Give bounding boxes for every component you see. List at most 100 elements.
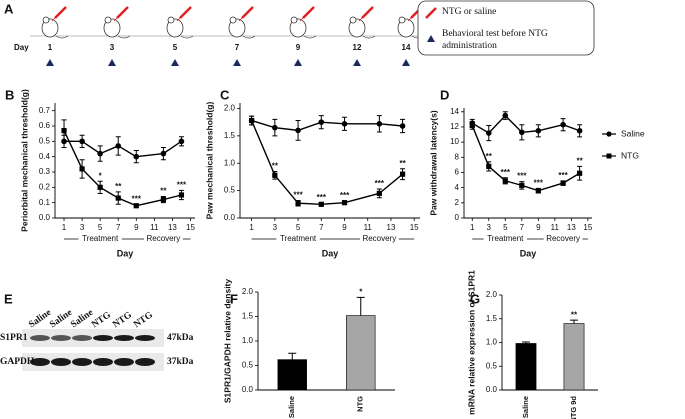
- marker: [485, 130, 492, 136]
- blot-band: [51, 335, 71, 341]
- x-tick-label: NTG: [356, 396, 365, 412]
- x-tick-label: 5: [98, 223, 103, 232]
- marker: [79, 166, 85, 172]
- marker: [341, 121, 348, 127]
- marker: [576, 127, 583, 134]
- error-bar: [570, 319, 578, 324]
- legend-syringe: [425, 7, 437, 19]
- marker: [133, 153, 140, 160]
- mouse-ear: [229, 16, 237, 24]
- needle: [238, 17, 243, 22]
- mouse-icon: [228, 16, 256, 39]
- syringe: [361, 6, 374, 19]
- syringe: [241, 6, 254, 19]
- panel-letter: G: [470, 291, 480, 306]
- y-tick-label: 1.5: [224, 131, 236, 140]
- protein-label: S1PR1: [0, 333, 28, 343]
- bar: [563, 323, 585, 391]
- x-tick-label: NTG 9d: [569, 396, 578, 419]
- x-tick-label: 7: [520, 223, 525, 232]
- legend-line: administration: [442, 41, 497, 51]
- x-tick-label: 13: [168, 223, 177, 232]
- y-tick-label: 0.0: [242, 385, 254, 394]
- significance-label: ***: [317, 193, 327, 202]
- y-tick-label: 14: [450, 107, 459, 116]
- y-tick-label: 8: [455, 152, 460, 161]
- significance-label: ***: [558, 171, 568, 180]
- marker: [79, 138, 85, 145]
- y-axis-title: Paw mechanical threshold(g): [204, 102, 214, 220]
- y-axis-title: S1PR1/GAPDH relative density: [222, 279, 232, 404]
- significance-label: **: [399, 159, 406, 168]
- blot-band: [114, 358, 134, 366]
- x-tick-label: 11: [551, 223, 560, 232]
- phase-label: Treatment: [280, 234, 317, 243]
- blot-band: [135, 358, 155, 366]
- y-tick-label: 2.0: [224, 104, 236, 113]
- x-tick-label: 9: [134, 223, 139, 232]
- mouse-icon: [348, 16, 376, 39]
- mouse-icon: [397, 16, 425, 39]
- x-tick-label: 5: [296, 223, 301, 232]
- y-tick-label: 0.4: [39, 152, 51, 161]
- y-tick-label: 0.0: [486, 385, 498, 394]
- blot-band: [93, 358, 113, 366]
- marker: [399, 123, 406, 129]
- test-marker: [46, 59, 54, 66]
- x-axis-title: Day: [322, 248, 339, 258]
- test-marker: [402, 59, 410, 66]
- size-label: 37kDa: [167, 357, 194, 367]
- panel-letter: B: [5, 87, 14, 102]
- bar: [515, 343, 537, 391]
- marker: [97, 150, 103, 157]
- y-tick-label: 1.0: [224, 158, 236, 167]
- x-tick-label: 1: [62, 223, 67, 232]
- y-tick-label: 1.0: [242, 336, 254, 345]
- mouse-body: [289, 18, 307, 38]
- y-tick-label: 10: [450, 137, 459, 146]
- phase-label: Recovery: [546, 234, 580, 243]
- x-tick-label: Saline: [287, 396, 296, 418]
- blot-band: [30, 335, 50, 341]
- y-axis-title: Paw withdrawal latency(s): [428, 110, 438, 216]
- significance-label: **: [571, 310, 578, 319]
- marker: [178, 138, 185, 145]
- mouse-ear: [42, 16, 50, 24]
- x-tick-label: 3: [273, 223, 278, 232]
- x-tick-label: 7: [319, 223, 324, 232]
- mouse-icon: [103, 16, 131, 39]
- marker: [469, 122, 475, 129]
- mouse-ear: [290, 16, 298, 24]
- error-bar: [288, 352, 297, 360]
- marker: [577, 170, 583, 176]
- x-tick-label: 1: [249, 223, 254, 232]
- y-tick-label: 0.2: [39, 182, 51, 191]
- legend-text: NTG or saline: [442, 7, 496, 17]
- legend-label: NTG: [621, 150, 639, 160]
- y-tick-label: 0.7: [39, 106, 51, 115]
- significance-label: ***: [375, 179, 385, 188]
- blot-band: [114, 335, 134, 341]
- marker: [502, 178, 508, 184]
- x-tick-label: 7: [116, 223, 121, 232]
- size-label: 47kDa: [167, 333, 194, 343]
- phase-label-bg: [78, 234, 122, 244]
- test-marker: [353, 59, 361, 66]
- y-tick-label: 1.5: [486, 314, 498, 323]
- marker: [560, 121, 566, 128]
- legend-line: Behavioral test before NTG: [442, 28, 548, 39]
- mouse-tail: [303, 35, 317, 39]
- significance-label: **: [576, 157, 583, 166]
- x-tick-label: 11: [150, 223, 159, 232]
- x-tick-label: 5: [503, 223, 508, 232]
- x-axis-title: Day: [117, 248, 134, 258]
- marker: [249, 117, 255, 124]
- mouse-body: [41, 18, 59, 38]
- significance-label: ***: [132, 194, 142, 203]
- mouse-tail: [180, 35, 194, 39]
- x-tick-label: 3: [487, 223, 492, 232]
- mouse-ear: [349, 16, 357, 24]
- significance-label: **: [115, 182, 122, 191]
- y-tick-label: 0.6: [39, 121, 51, 130]
